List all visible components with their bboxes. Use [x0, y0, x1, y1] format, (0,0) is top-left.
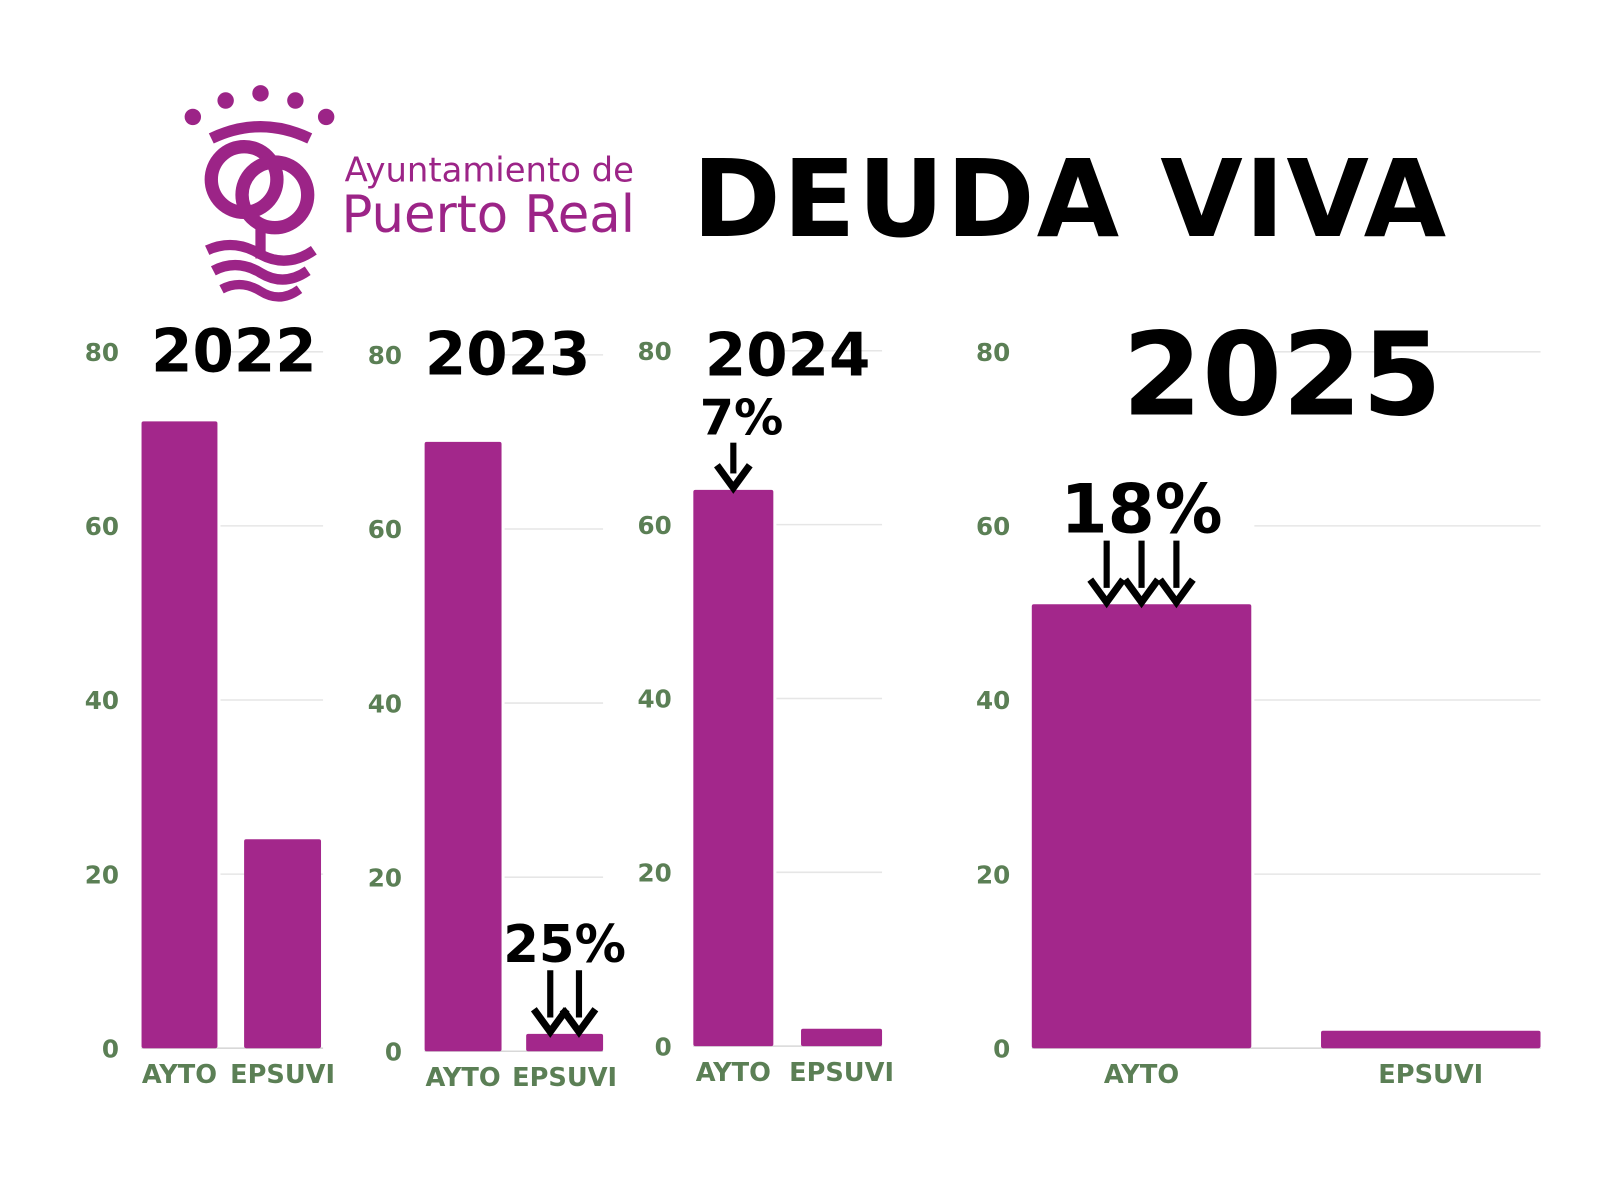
bar-epsuvi [1321, 1030, 1541, 1049]
y-tick-label: 60 [85, 512, 119, 541]
x-tick-label: AYTO [1104, 1060, 1179, 1090]
y-tick-label: 0 [993, 1034, 1010, 1063]
chart-title: 2025 [1122, 308, 1442, 442]
logo-text-line1: Ayuntamiento de [345, 151, 634, 190]
y-tick-label: 80 [368, 341, 402, 370]
annotation-label: 7% [700, 388, 784, 446]
arrow-head-icon [714, 463, 753, 494]
arrow-head-icon [559, 1007, 599, 1038]
x-tick-label: AYTO [425, 1063, 500, 1093]
y-tick-label: 20 [85, 860, 119, 889]
y-tick-label: 0 [102, 1034, 119, 1063]
logo-text-line2: Puerto Real [342, 185, 635, 245]
bar-ayto [693, 489, 774, 1047]
y-tick-label: 80 [976, 338, 1010, 367]
y-tick-label: 80 [85, 338, 119, 367]
annotation-label: 18% [1061, 469, 1223, 548]
bar-epsuvi [244, 839, 322, 1049]
arrow-head-icon [1157, 577, 1196, 609]
y-tick-label: 80 [638, 337, 672, 366]
chart-title: 2024 [705, 321, 871, 390]
y-tick-label: 60 [368, 515, 402, 544]
x-tick-label: EPSUVI [1378, 1060, 1483, 1090]
x-tick-label: EPSUVI [230, 1060, 335, 1090]
bar-ayto [424, 441, 502, 1052]
arrow-head-icon [530, 1007, 570, 1038]
y-tick-label: 20 [976, 860, 1010, 889]
annotation-label: 25% [503, 915, 626, 975]
y-tick-label: 40 [85, 686, 119, 715]
chart-title: 2022 [151, 317, 317, 386]
y-tick-label: 60 [976, 512, 1010, 541]
chart-2022: 0 20 40 60 80 AYTO EPSUVI 2022 [85, 317, 335, 1090]
y-tick-label: 0 [385, 1038, 402, 1067]
arrow-head-icon [1087, 577, 1126, 609]
logo [184, 85, 335, 302]
y-tick-label: 40 [368, 689, 402, 718]
chart-2023: 0 20 40 60 80 AYTO EPSUVI 2023 25% [368, 320, 626, 1093]
page-title: DEUDA VIVA [692, 138, 1446, 262]
bar-epsuvi [801, 1028, 883, 1047]
bar-ayto [141, 421, 218, 1049]
x-tick-label: EPSUVI [512, 1063, 617, 1093]
x-tick-label: EPSUVI [789, 1058, 894, 1088]
bar-epsuvi [526, 1033, 604, 1052]
chart-title: 2023 [425, 320, 591, 389]
y-tick-label: 40 [638, 685, 672, 714]
x-tick-label: AYTO [696, 1058, 771, 1088]
chart-2025: 0 20 40 60 80 AYTO EPSUVI 2025 18% [976, 308, 1541, 1090]
y-tick-label: 60 [638, 511, 672, 540]
bar-ayto [1031, 604, 1252, 1049]
y-tick-label: 0 [655, 1032, 672, 1061]
y-tick-label: 40 [976, 686, 1010, 715]
y-tick-label: 20 [368, 863, 402, 892]
arrow-head-icon [1122, 577, 1161, 609]
x-tick-label: AYTO [142, 1060, 217, 1090]
y-tick-label: 20 [638, 859, 672, 888]
